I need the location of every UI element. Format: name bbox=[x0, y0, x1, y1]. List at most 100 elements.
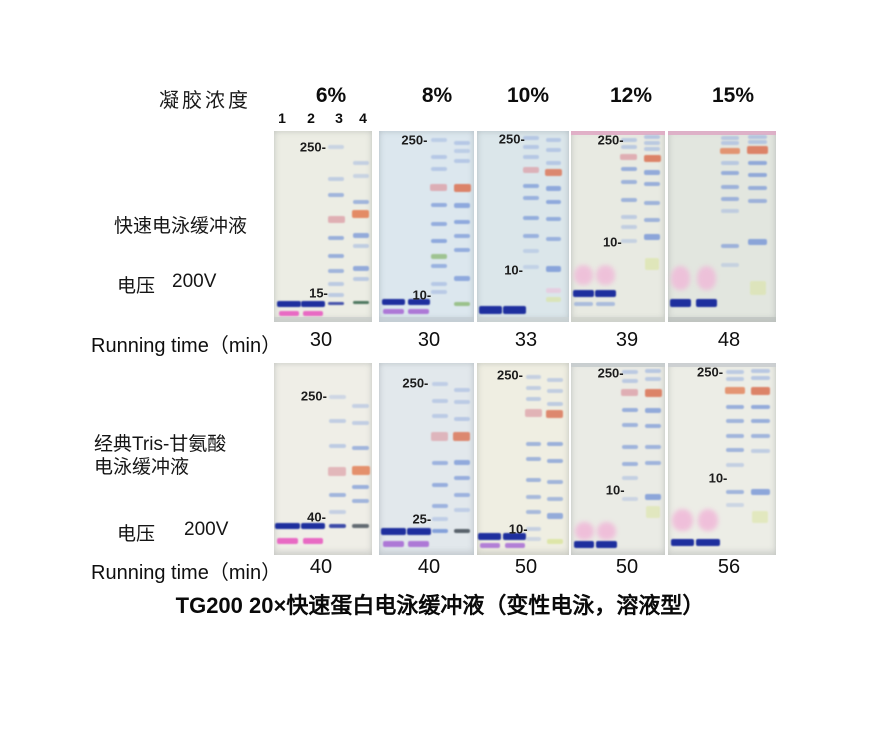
running-time-row1-10: 33 bbox=[514, 329, 538, 351]
gel-band bbox=[453, 476, 470, 481]
gel-top-edge bbox=[571, 363, 665, 367]
gel-band bbox=[430, 253, 447, 259]
gel-band bbox=[725, 433, 745, 438]
gel-band bbox=[328, 269, 345, 274]
gel-band bbox=[430, 167, 447, 172]
gel-band bbox=[523, 215, 539, 220]
gel-band bbox=[720, 171, 740, 176]
gel-band bbox=[645, 460, 662, 465]
gel-band bbox=[573, 289, 595, 297]
gel-band bbox=[453, 184, 471, 193]
gel-band bbox=[644, 134, 661, 139]
gel-band bbox=[430, 137, 447, 142]
gel-band bbox=[523, 264, 539, 269]
gel-band bbox=[643, 155, 661, 163]
gel-band bbox=[747, 198, 768, 203]
lane-number-1: 1 bbox=[278, 110, 286, 126]
gel-band bbox=[645, 377, 662, 382]
gel-band bbox=[352, 421, 370, 426]
mw-marker-25: 25- bbox=[412, 511, 432, 527]
concentration-label-15: 15% bbox=[711, 84, 755, 107]
gel-band bbox=[545, 185, 562, 191]
gel-band bbox=[327, 216, 345, 224]
mw-marker-250: 250- bbox=[697, 364, 724, 380]
buffer-label-classic-line1: 经典Tris-甘氨酸 bbox=[94, 434, 227, 455]
gel-band bbox=[328, 254, 345, 259]
gel-band bbox=[725, 405, 745, 410]
gel-band bbox=[747, 186, 768, 191]
gel-band bbox=[431, 432, 449, 442]
gel-band bbox=[751, 433, 770, 438]
gel-band bbox=[545, 287, 562, 293]
gel-band bbox=[725, 448, 745, 453]
mw-marker-40: 40- bbox=[307, 509, 326, 525]
gel-band bbox=[720, 141, 740, 146]
gel-band bbox=[454, 202, 471, 208]
mw-marker-250: 250- bbox=[498, 131, 525, 147]
gel-band bbox=[503, 305, 527, 314]
gel-band bbox=[646, 505, 661, 518]
lane-number-4: 4 bbox=[359, 110, 367, 126]
gel-band bbox=[407, 298, 431, 305]
gel-band bbox=[300, 523, 326, 530]
gel-band bbox=[546, 388, 563, 393]
gel-band bbox=[352, 301, 369, 305]
gel-concentration-label: 凝胶浓度 bbox=[159, 90, 251, 112]
buffer-label-classic-line2: 电泳缓冲液 bbox=[94, 457, 190, 478]
gel-band bbox=[454, 234, 471, 239]
gel-photo-8%-row1: 250- 10- bbox=[379, 131, 474, 322]
gel-band bbox=[328, 418, 346, 423]
gel-band bbox=[430, 221, 447, 226]
gel-band bbox=[697, 509, 719, 532]
gel-band bbox=[523, 249, 539, 254]
gel-band bbox=[523, 234, 539, 239]
gel-top-edge bbox=[668, 131, 776, 135]
gel-band bbox=[545, 199, 562, 204]
gel-band bbox=[720, 148, 740, 155]
gel-band bbox=[430, 203, 447, 208]
gel-band bbox=[382, 308, 404, 314]
gel-band bbox=[523, 154, 539, 159]
mw-marker-10: 10- bbox=[508, 521, 528, 537]
gel-band bbox=[453, 492, 470, 497]
gel-band bbox=[525, 478, 542, 483]
gel-band bbox=[751, 449, 770, 454]
gel-band bbox=[381, 298, 405, 305]
gel-band bbox=[328, 293, 345, 298]
gel-band bbox=[747, 238, 768, 245]
gel-band bbox=[645, 424, 662, 429]
gel-band bbox=[328, 524, 346, 529]
running-time-row1-6: 30 bbox=[309, 329, 333, 351]
gel-band bbox=[725, 377, 745, 382]
gel-band bbox=[278, 311, 300, 317]
mw-marker-15: 15- bbox=[309, 285, 328, 301]
gel-band bbox=[595, 289, 617, 297]
figure-caption: TG200 20×快速蛋白电泳缓冲液（变性电泳，溶液型） bbox=[175, 593, 705, 618]
gel-band bbox=[644, 147, 661, 152]
gel-band bbox=[620, 214, 637, 219]
gel-band bbox=[725, 462, 745, 467]
gel-row-1: 250- 15- 250- 10- 250- 10- 250- 10- bbox=[0, 131, 869, 322]
gel-band bbox=[725, 489, 745, 494]
gel-band bbox=[720, 135, 740, 140]
gel-band bbox=[454, 248, 471, 253]
gel-band bbox=[720, 185, 740, 190]
gel-bottom-edge bbox=[274, 317, 372, 322]
gel-band bbox=[644, 200, 661, 205]
gel-band bbox=[430, 281, 447, 286]
gel-band bbox=[352, 173, 369, 178]
gel-band bbox=[431, 504, 448, 509]
gel-photo-10%-row2: 250- 10- bbox=[477, 363, 569, 555]
gel-band bbox=[621, 476, 638, 481]
gel-band bbox=[620, 179, 637, 184]
gel-band bbox=[620, 145, 637, 150]
concentration-label-8: 8% bbox=[421, 84, 453, 107]
gel-band bbox=[597, 522, 617, 540]
gel-band bbox=[328, 466, 346, 476]
voltage-value-row1: 200V bbox=[172, 271, 217, 292]
gel-band bbox=[644, 141, 661, 146]
gel-photo-15%-row1 bbox=[668, 131, 776, 322]
gel-band bbox=[621, 461, 638, 466]
gel-band bbox=[752, 510, 769, 523]
